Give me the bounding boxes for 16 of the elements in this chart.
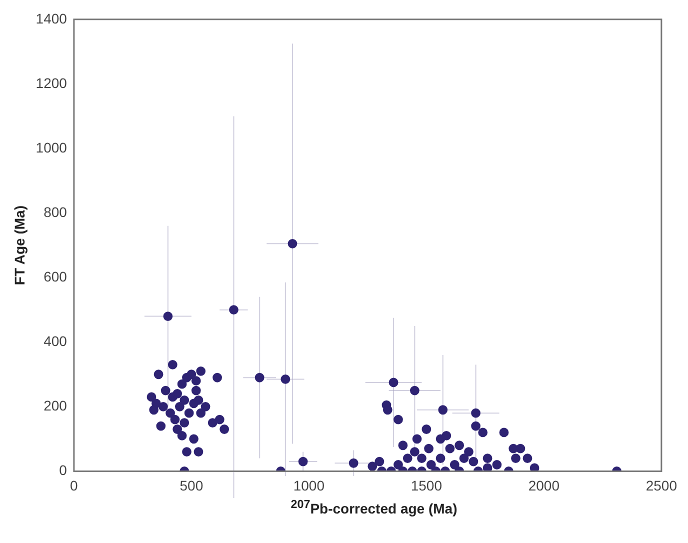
y-tick-label: 600 (44, 268, 68, 284)
x-axis-title: $^{207}$Pb-corrected age (Ma) (290, 498, 458, 517)
y-tick-label: 200 (44, 398, 68, 414)
x-tick-label: 0 (70, 477, 78, 494)
y-tick-label: 1000 (36, 139, 68, 156)
y-tick-label: 1200 (36, 74, 68, 91)
y-tick-label: 400 (44, 332, 68, 349)
y-tick-label: 1400 (36, 10, 68, 26)
x-tick-label: 1500 (410, 477, 442, 494)
y-tick-label: 800 (44, 204, 68, 220)
x-tick-label: 2000 (528, 477, 560, 494)
x-tick-label: 1000 (293, 477, 325, 494)
x-tick-label: 500 (180, 477, 204, 494)
y-tick-label: 0 (59, 462, 68, 478)
y-axis-title: FT Age (Ma) (11, 206, 28, 286)
x-tick-label: 2500 (646, 477, 678, 494)
